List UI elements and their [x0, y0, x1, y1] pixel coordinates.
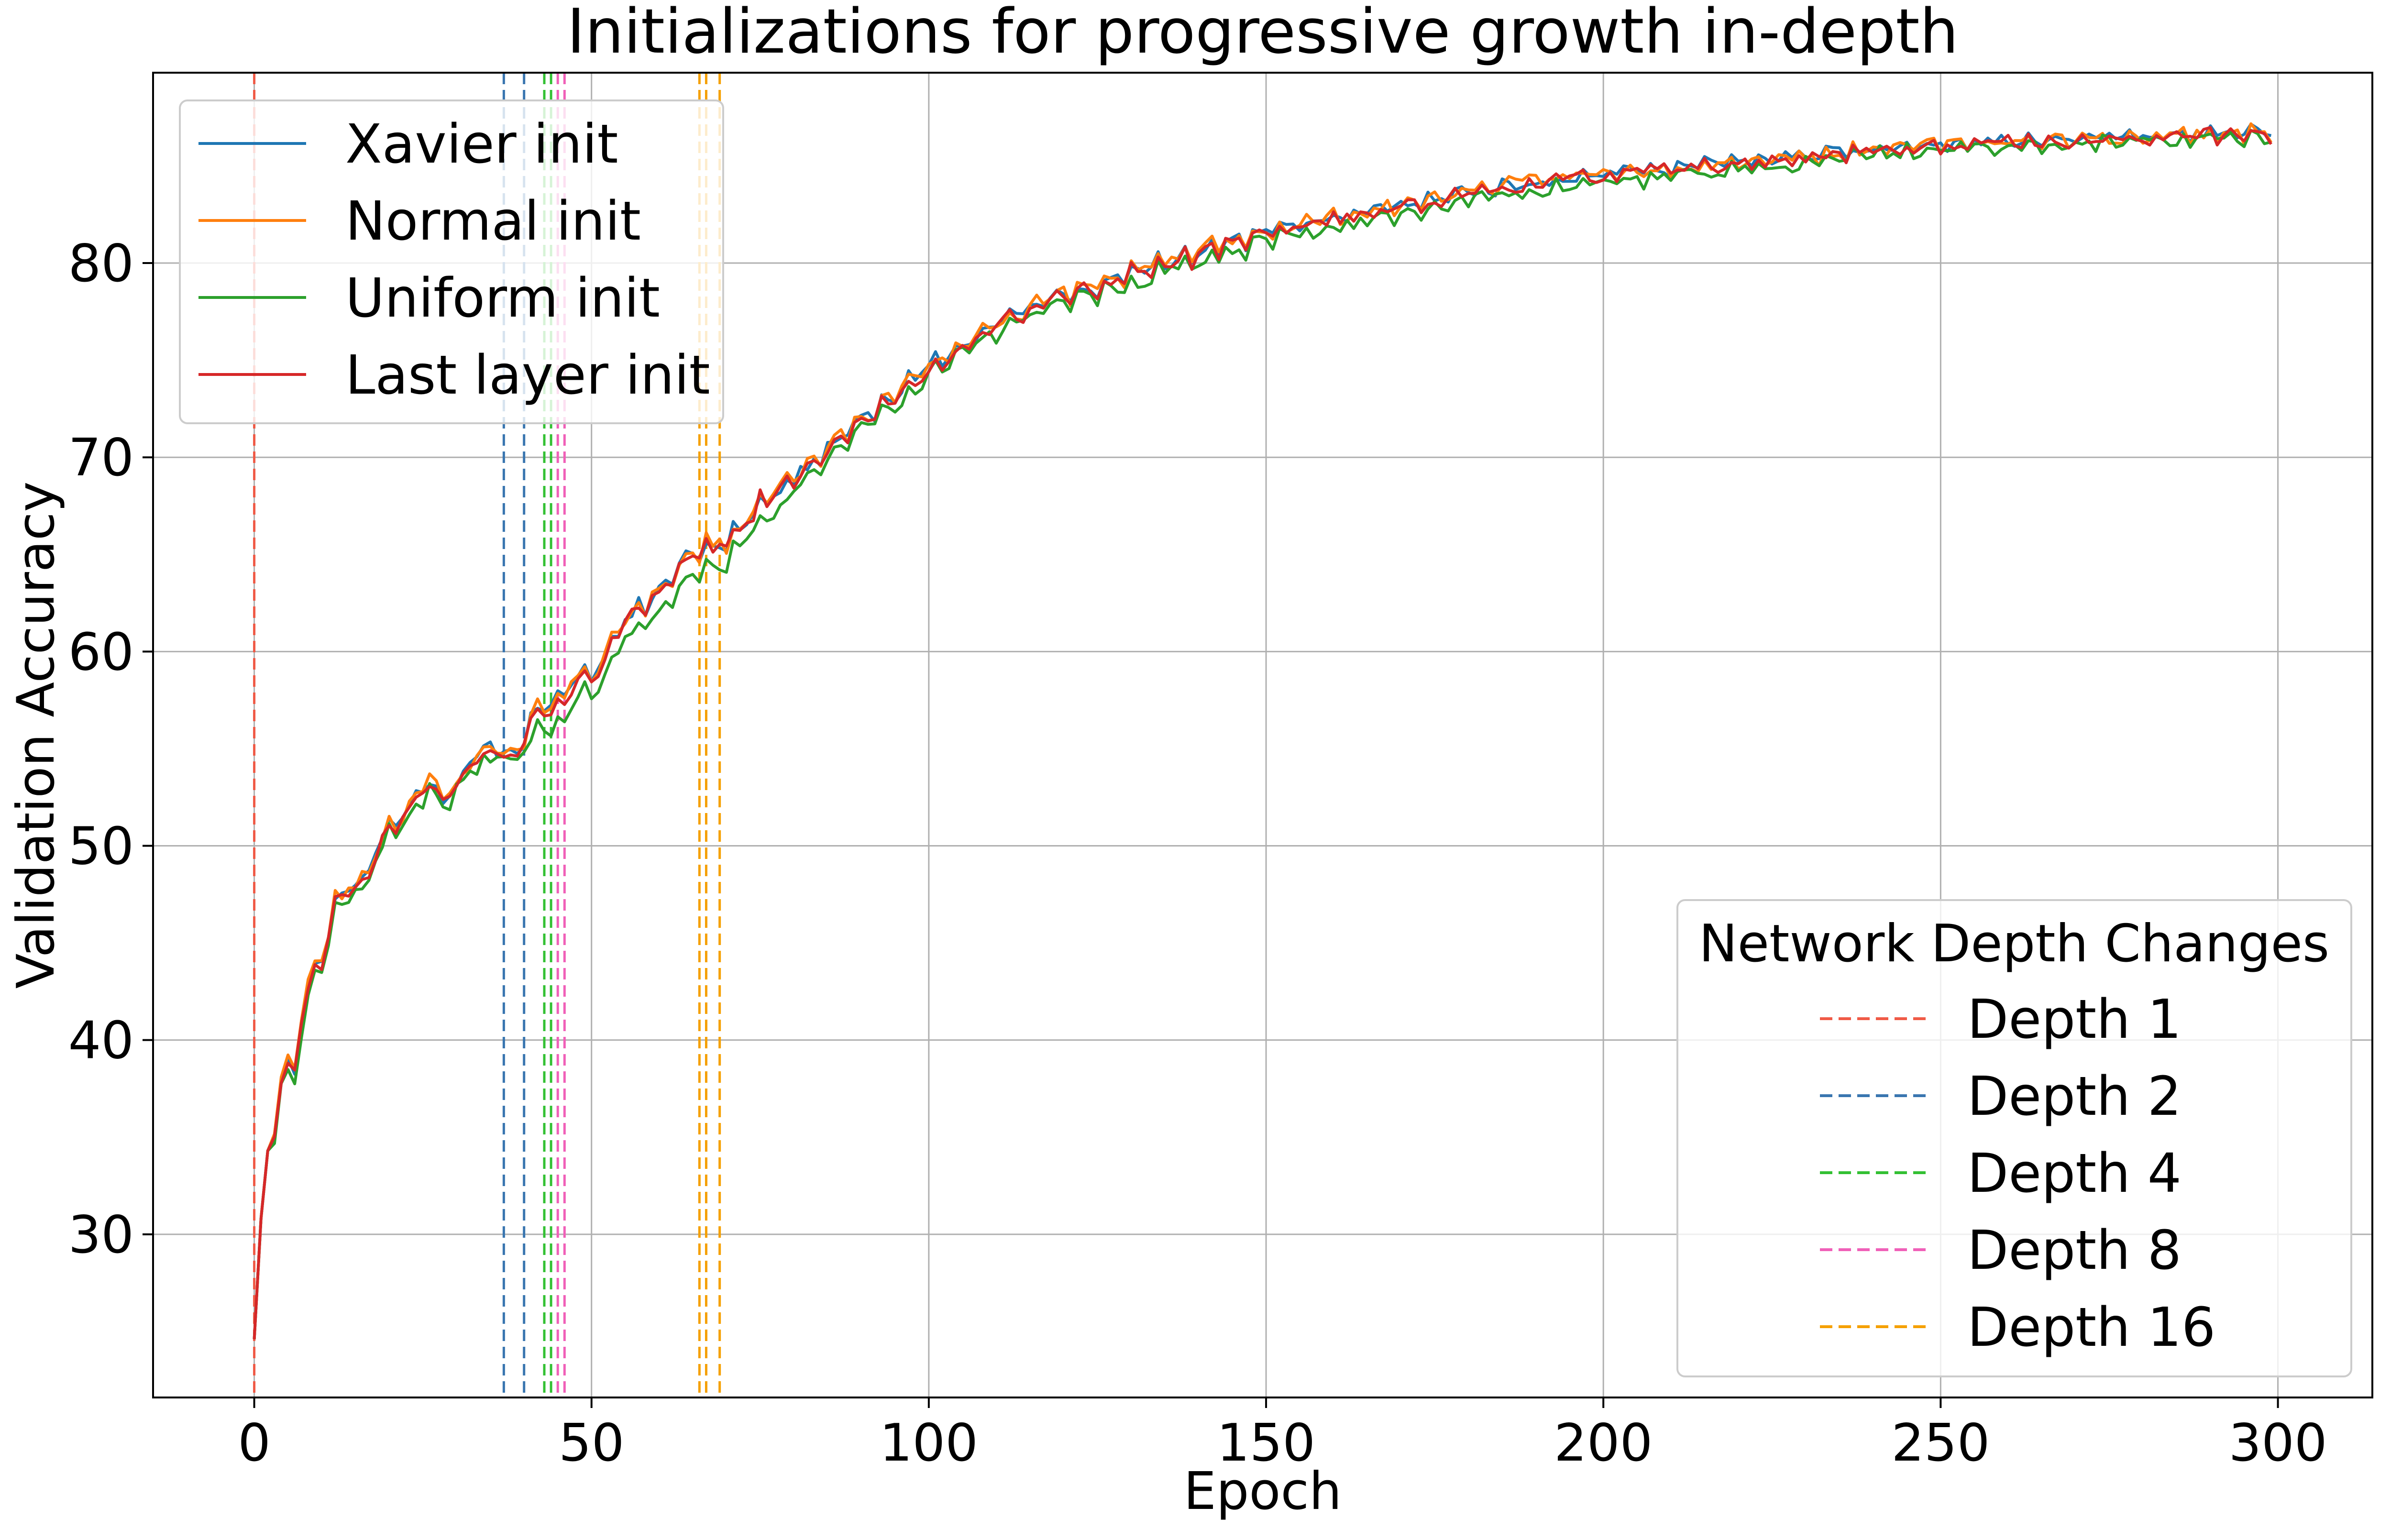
legend-label: Last layer init: [345, 344, 710, 407]
x-tick-label: 0: [238, 1413, 271, 1473]
y-tick-label: 50: [68, 817, 134, 877]
legend-label: Uniform init: [345, 267, 660, 330]
y-tick-label: 40: [68, 1011, 134, 1071]
y-tick-label: 60: [68, 622, 134, 682]
chart-title: Initializations for progressive growth i…: [567, 0, 1958, 67]
series-line: [253, 129, 2272, 1340]
series-lines: [253, 122, 2272, 1340]
legend-label: Depth 2: [1967, 1066, 2182, 1128]
x-tick-label: 150: [1217, 1413, 1315, 1473]
y-tick-label: 70: [68, 428, 134, 488]
legend-label: Normal init: [345, 190, 641, 253]
depth-legend: Network Depth Changes Depth 1 Depth 2 Depth…: [1676, 899, 2352, 1377]
series-legend: Xavier init Normal init Uniform init Last l…: [179, 99, 724, 424]
axis-ticks: 0 50 100 150 200 250 300 30 40 50 60 70 80: [68, 234, 2327, 1473]
series-line: [253, 126, 2272, 1340]
legend-label: Depth 8: [1967, 1220, 2182, 1282]
y-tick-label: 80: [68, 234, 134, 294]
x-tick-label: 200: [1554, 1413, 1653, 1473]
depth-legend-title: Network Depth Changes: [1699, 914, 2329, 974]
legend-label: Xavier init: [345, 113, 618, 176]
depth-change-lines: [253, 73, 721, 1397]
x-axis-label: Epoch: [1184, 1462, 1342, 1521]
x-tick-label: 100: [880, 1413, 978, 1473]
y-tick-label: 30: [68, 1205, 134, 1265]
x-tick-label: 300: [2228, 1413, 2327, 1473]
legend-label: Depth 4: [1967, 1143, 2182, 1205]
y-axis-label: Validation Accuracy: [6, 482, 66, 989]
legend-label: Depth 16: [1967, 1297, 2215, 1359]
x-tick-label: 50: [559, 1413, 624, 1473]
legend-label: Depth 1: [1967, 989, 2182, 1051]
series-legend-box: [179, 99, 724, 424]
plot-frame: [152, 72, 2373, 1398]
x-tick-label: 250: [1891, 1413, 1990, 1473]
